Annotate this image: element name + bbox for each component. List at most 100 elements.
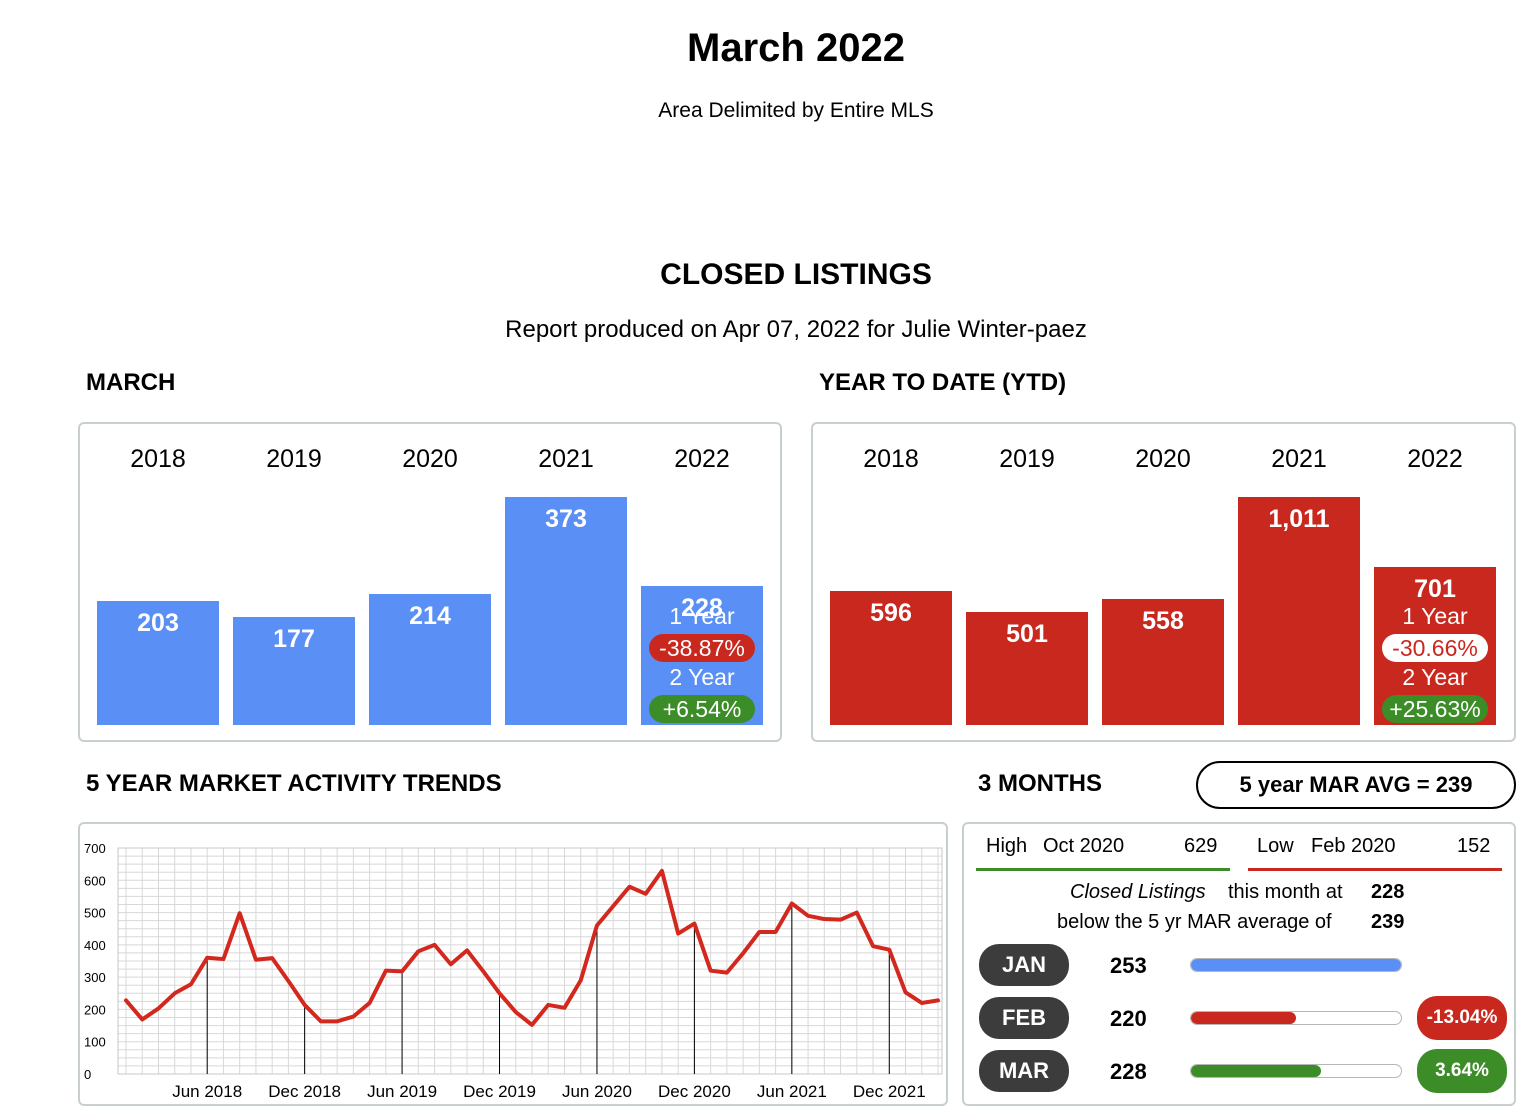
march-bar: 373 [505, 497, 627, 725]
low-underline [1248, 868, 1502, 871]
data-point [872, 945, 874, 947]
x-tick-label: Dec 2021 [853, 1082, 926, 1101]
three-months-panel: High Oct 2020 629 Low Feb 2020 152 Close… [962, 822, 1516, 1106]
low-label: Low [1257, 835, 1294, 857]
ytd-bar-value: 558 [1142, 607, 1184, 635]
low-month: Feb 2020 [1311, 835, 1396, 857]
ytd-one-year-label: 1 Year [1402, 603, 1468, 629]
ytd-heading: YEAR TO DATE (YTD) [819, 369, 1067, 396]
month-value-feb: 220 [1110, 1006, 1147, 1031]
ytd-year-label: 2019 [999, 445, 1055, 473]
data-point [645, 893, 647, 895]
march-bar-value: 228 [681, 594, 723, 622]
ytd-year-label: 2021 [1271, 445, 1327, 473]
month-bar-track [1190, 1064, 1402, 1078]
month-pill-jan: JAN [979, 944, 1069, 986]
data-point [401, 970, 403, 972]
ytd-two-year-pct: +25.63% [1382, 695, 1488, 723]
summary-line2: below the 5 yr MAR average of [1057, 911, 1332, 933]
y-tick-label: 600 [84, 873, 106, 888]
data-point [385, 970, 387, 972]
data-point [206, 957, 208, 959]
ytd-bar-value: 596 [870, 599, 912, 627]
march-two-year-label: 2 Year [669, 664, 735, 690]
high-underline [976, 868, 1230, 871]
page-subtitle: Area Delimited by Entire MLS [658, 99, 934, 122]
data-point [157, 1007, 159, 1009]
data-point [758, 931, 760, 933]
x-tick-label: Dec 2018 [268, 1082, 341, 1101]
data-point [304, 1004, 306, 1006]
data-point [352, 1016, 354, 1018]
data-point [791, 903, 793, 905]
y-tick-label: 300 [84, 970, 106, 985]
month-bar-fill [1191, 1012, 1296, 1024]
ytd-bar-value: 501 [1006, 620, 1048, 648]
high-value: 629 [1184, 835, 1218, 857]
data-point [840, 919, 842, 921]
ytd-panel: 2018 596 2019 501 2020 558 2021 1,011 2022 701 1 Y… [811, 422, 1516, 742]
data-point [271, 957, 273, 959]
march-year-label: 2021 [538, 445, 594, 473]
month-pill-feb: FEB [979, 997, 1069, 1039]
data-point [580, 979, 582, 981]
march-bar-value: 203 [137, 609, 179, 637]
month-value-mar: 228 [1110, 1059, 1147, 1084]
ytd-bar-value: 1,011 [1268, 505, 1330, 533]
data-point [823, 918, 825, 920]
data-point [563, 1007, 565, 1009]
march-bar: 228 1 Year -38.87% 2 Year +6.54% [641, 586, 763, 725]
march-year-label: 2019 [266, 445, 322, 473]
summary-italic: Closed Listings [1070, 881, 1206, 903]
trends-heading: 5 YEAR MARKET ACTIVITY TRENDS [86, 770, 502, 797]
data-point [856, 912, 858, 914]
ytd-one-year-pct: -30.66% [1382, 634, 1488, 662]
data-point [222, 958, 224, 960]
trend-line-chart: 0 100 200 300 400 500 600 700 Jun 2018 Dec 2018 Ju… [84, 841, 943, 1101]
data-point [661, 870, 663, 872]
data-point [190, 983, 192, 985]
march-bar: 214 [369, 594, 491, 725]
data-point [531, 1024, 533, 1026]
data-point [905, 991, 907, 993]
data-point [693, 923, 695, 925]
data-point [515, 1011, 517, 1013]
data-point [466, 949, 468, 951]
march-panel: 2018 203 2019 177 2020 214 2021 373 2022 228 1 Yea… [78, 422, 782, 742]
month-change-pill-mar: 3.64% [1417, 1049, 1507, 1093]
month-bar-fill [1191, 959, 1401, 971]
march-year-label: 2018 [130, 445, 186, 473]
data-point [807, 915, 809, 917]
ytd-bar: 1,011 [1238, 497, 1360, 725]
march-bar: 203 [97, 601, 219, 725]
march-bar-value: 373 [545, 505, 587, 533]
month-pill-mar: MAR [979, 1050, 1069, 1092]
month-bar-fill [1191, 1065, 1322, 1077]
page-title: March 2022 [687, 26, 905, 70]
data-point [547, 1004, 549, 1006]
report-line: Report produced on Apr 07, 2022 for Juli… [505, 316, 1087, 343]
x-tick-label: Jun 2019 [367, 1082, 437, 1101]
data-point [369, 1002, 371, 1004]
data-point [742, 952, 744, 954]
ytd-two-year-label: 2 Year [1402, 664, 1468, 690]
data-point [596, 924, 598, 926]
data-point [239, 912, 241, 914]
summary-line2-value: 239 [1371, 911, 1405, 933]
march-bar: 177 [233, 617, 355, 725]
month-bar-track [1190, 958, 1402, 972]
low-value: 152 [1457, 835, 1491, 857]
plot-frame [117, 847, 943, 1075]
march-year-label: 2020 [402, 445, 458, 473]
x-tick-label: Dec 2020 [658, 1082, 731, 1101]
ytd-year-label: 2018 [863, 445, 919, 473]
data-point [628, 886, 630, 888]
march-one-year-pct: -38.87% [649, 634, 755, 662]
ytd-bar: 701 1 Year -30.66% 2 Year +25.63% [1374, 567, 1496, 725]
ytd-bar: 558 [1102, 599, 1224, 725]
section-title: CLOSED LISTINGS [660, 258, 932, 291]
y-tick-label: 200 [84, 1002, 106, 1017]
data-point [921, 1002, 923, 1004]
data-point [677, 933, 679, 935]
data-point [287, 980, 289, 982]
